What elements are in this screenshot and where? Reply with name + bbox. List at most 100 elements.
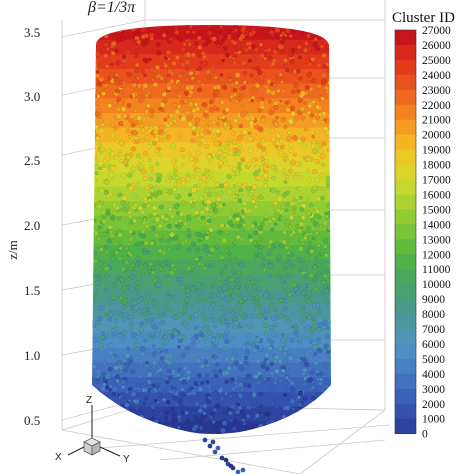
- particle: [136, 39, 142, 45]
- particle: [293, 417, 297, 422]
- colorbar-label: 27000: [422, 25, 451, 37]
- particle: [110, 132, 115, 138]
- particle: [249, 400, 255, 405]
- particle: [324, 287, 330, 294]
- particle: [288, 118, 294, 125]
- particle: [224, 391, 229, 396]
- particle: [119, 277, 125, 283]
- particle: [251, 29, 256, 35]
- colorbar-label: 17000: [422, 175, 451, 187]
- particle: [188, 199, 194, 204]
- particle: [180, 391, 186, 397]
- particle: [104, 373, 111, 380]
- particle: [305, 225, 312, 232]
- particle: [284, 153, 288, 157]
- particle: [265, 359, 271, 365]
- particle: [324, 299, 330, 305]
- particle: [234, 258, 239, 263]
- particle: [311, 135, 315, 139]
- particle: [189, 224, 193, 229]
- particle: [100, 335, 106, 340]
- stream-particle: [223, 457, 229, 463]
- particle: [291, 230, 296, 234]
- z-tick: 2.5: [24, 153, 40, 168]
- particle: [274, 74, 280, 79]
- particle: [309, 46, 314, 51]
- colorbar-label: 22000: [422, 100, 451, 112]
- particle: [216, 27, 221, 32]
- particle: [114, 425, 120, 431]
- particle: [304, 361, 310, 368]
- particle: [281, 77, 286, 82]
- particle: [249, 280, 254, 285]
- particle: [175, 211, 180, 216]
- particle: [316, 337, 321, 342]
- particle: [280, 31, 286, 36]
- colorbar-label: 1000: [422, 414, 445, 426]
- particle: [209, 263, 215, 268]
- particle: [114, 374, 120, 380]
- particle: [147, 269, 152, 274]
- particle: [306, 219, 311, 223]
- particle: [228, 78, 233, 83]
- particle: [234, 278, 240, 284]
- colorbar-label: 11000: [422, 264, 451, 276]
- particle: [239, 226, 245, 232]
- particle: [206, 330, 213, 336]
- particle: [103, 244, 108, 249]
- colorbar-swatch: [395, 30, 416, 46]
- particle: [138, 400, 144, 406]
- particle: [162, 390, 166, 395]
- particle: [266, 377, 271, 382]
- particle: [121, 195, 128, 201]
- particle: [183, 303, 188, 308]
- particle: [314, 177, 320, 183]
- particle: [93, 78, 99, 84]
- colorbar-label: 2000: [422, 399, 445, 411]
- particle: [95, 392, 101, 399]
- particle: [215, 362, 220, 367]
- particle: [158, 393, 164, 399]
- particle: [132, 399, 138, 404]
- particle: [154, 136, 160, 142]
- particle: [249, 295, 254, 300]
- particle: [326, 350, 331, 355]
- particle: [134, 67, 140, 73]
- particle: [105, 64, 110, 69]
- particle: [128, 135, 132, 139]
- particle: [124, 246, 129, 251]
- particle: [164, 410, 170, 416]
- particle: [208, 227, 214, 233]
- particle: [315, 327, 322, 333]
- particle: [107, 420, 112, 425]
- cluster-band: [92, 142, 331, 159]
- particle: [317, 348, 323, 354]
- particle: [317, 270, 323, 275]
- particle: [297, 345, 301, 350]
- particle: [93, 63, 98, 68]
- particle: [276, 89, 281, 93]
- particle: [261, 379, 266, 384]
- particle: [227, 34, 232, 38]
- particle: [201, 312, 207, 318]
- particle: [172, 432, 178, 434]
- particle: [322, 319, 328, 326]
- particle: [305, 336, 310, 341]
- particle: [104, 312, 109, 317]
- particle: [259, 236, 264, 241]
- particle: [103, 265, 110, 272]
- particle: [238, 188, 243, 193]
- particle: [172, 73, 178, 79]
- particle: [241, 42, 246, 47]
- particle: [184, 90, 190, 96]
- particle: [186, 228, 191, 233]
- particle: [170, 54, 175, 59]
- particle: [192, 415, 199, 421]
- particle: [298, 187, 303, 191]
- particle: [214, 244, 220, 249]
- particle: [305, 289, 312, 296]
- particle: [209, 107, 215, 113]
- particle: [221, 84, 227, 90]
- particle: [198, 425, 204, 431]
- particle: [241, 129, 248, 135]
